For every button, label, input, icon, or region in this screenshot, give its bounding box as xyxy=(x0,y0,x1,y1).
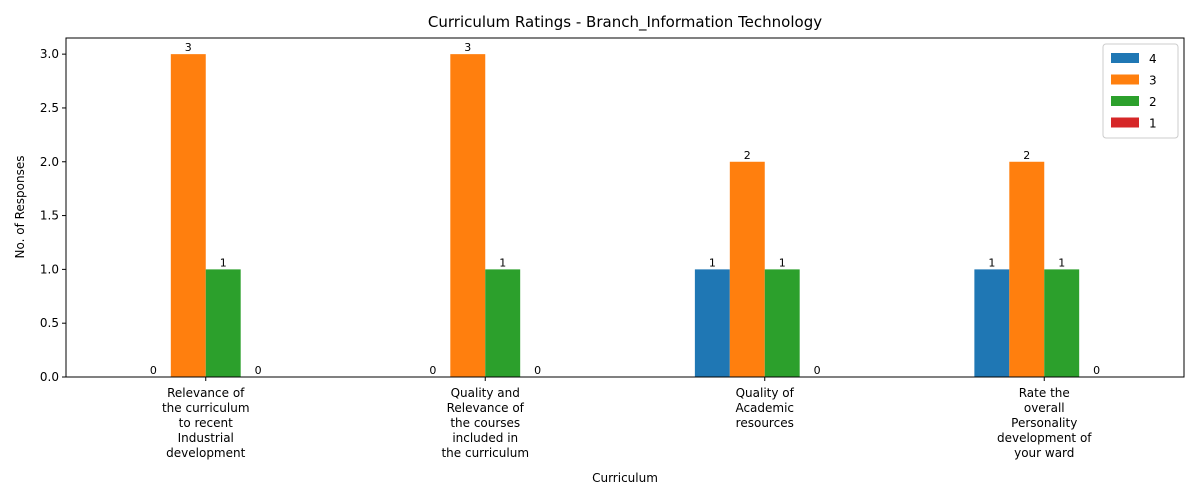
bar-value-label: 0 xyxy=(255,364,262,377)
x-tick-label: Relevance of the curriculum to recent Indus… xyxy=(162,386,250,460)
x-tick-label: Quality of Academic resources xyxy=(735,386,794,430)
bar xyxy=(764,269,800,377)
bar-value-label: 0 xyxy=(534,364,541,377)
bar xyxy=(694,269,730,377)
bar-value-label: 1 xyxy=(988,256,995,269)
legend-label: 1 xyxy=(1149,117,1157,131)
bar xyxy=(974,269,1010,377)
legend: 4 3 2 1 xyxy=(1102,43,1179,139)
x-tick-label: Quality and Relevance of the courses includ… xyxy=(441,386,529,460)
legend-swatch xyxy=(1111,53,1139,63)
bar-value-label: 3 xyxy=(185,41,192,54)
bar-value-label: 2 xyxy=(744,149,751,162)
bar xyxy=(170,54,206,378)
bar xyxy=(729,161,765,377)
bar-value-label: 3 xyxy=(464,41,471,54)
y-tick-label: 0.0 xyxy=(40,370,59,384)
legend-label: 4 xyxy=(1149,52,1157,66)
bars-layer xyxy=(170,54,1080,378)
bar-value-label: 2 xyxy=(1023,149,1030,162)
bar-value-label: 1 xyxy=(1058,256,1065,269)
bar-value-label: 1 xyxy=(709,256,716,269)
bar xyxy=(485,269,521,377)
y-axis-label: No. of Responses xyxy=(13,155,27,258)
x-tick-label: Rate the overall Personality development of… xyxy=(997,386,1092,460)
bar-value-label: 0 xyxy=(429,364,436,377)
bar xyxy=(205,269,241,377)
bar-value-label: 1 xyxy=(779,256,786,269)
bar-labels-layer: 0 3 1 0 0 3 1 0 1 2 1 0 1 2 1 0 xyxy=(150,41,1100,377)
legend-frame xyxy=(1102,43,1179,139)
y-tick-label: 2.5 xyxy=(40,101,59,115)
bar xyxy=(450,54,486,378)
y-axis: 0.0 0.5 1.0 1.5 2.0 2.5 3.0 xyxy=(40,47,66,384)
bar xyxy=(1044,269,1080,377)
bar xyxy=(1009,161,1045,377)
y-tick-label: 1.0 xyxy=(40,262,59,276)
x-axis: Relevance of the curriculum to recent Indus… xyxy=(162,377,1092,460)
legend-label: 2 xyxy=(1149,95,1157,109)
y-tick-label: 0.5 xyxy=(40,316,59,330)
bar-value-label: 1 xyxy=(499,256,506,269)
bar-value-label: 0 xyxy=(814,364,821,377)
bar-value-label: 0 xyxy=(1093,364,1100,377)
bar-value-label: 1 xyxy=(220,256,227,269)
chart-title: Curriculum Ratings - Branch_Information … xyxy=(428,13,822,32)
plot-frame xyxy=(65,37,1185,378)
legend-label: 3 xyxy=(1149,74,1157,88)
x-axis-label: Curriculum xyxy=(592,471,658,485)
y-tick-label: 3.0 xyxy=(40,47,59,61)
bar-value-label: 0 xyxy=(150,364,157,377)
y-tick-label: 1.5 xyxy=(40,209,59,223)
y-tick-label: 2.0 xyxy=(40,155,59,169)
legend-swatch xyxy=(1111,74,1139,85)
legend-swatch xyxy=(1111,96,1139,106)
legend-swatch xyxy=(1111,117,1139,128)
